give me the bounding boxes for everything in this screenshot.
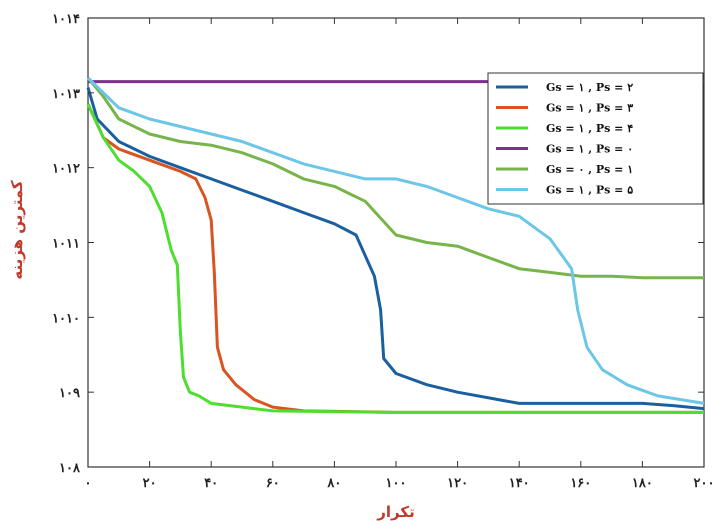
y-tick-label: ۱۰۱۲ <box>52 162 80 177</box>
x-axis-label: تکرار <box>376 503 414 521</box>
legend: Gs = ۱ , Ps = ۲ Gs = ۱ , Ps = ۳ Gs = ۱ , P… <box>487 72 704 205</box>
x-tick-label: ۱۴۰ <box>509 476 530 491</box>
x-tick-label: ۲۰ <box>143 476 157 491</box>
legend-box <box>487 72 704 205</box>
y-tick-label: ۱۰۱۱ <box>52 237 80 252</box>
series-line-5 <box>86 76 704 280</box>
y-tick-label: ۱۰۹ <box>59 386 80 401</box>
legend-label: Gs = ۱ , Ps = ۰ <box>546 143 633 156</box>
legend-label: Gs = ۱ , Ps = ۴ <box>546 122 633 135</box>
series-line-3 <box>86 103 704 414</box>
legend-label: Gs = ۱ , Ps = ۳ <box>546 102 633 115</box>
y-tick-label: ۱۰۱۰ <box>52 311 80 326</box>
x-tick-label: ۰ <box>85 476 92 491</box>
y-tick-label: ۱۰۱۳ <box>52 87 80 102</box>
legend-label: Gs = ۰ , Ps = ۱ <box>546 163 633 176</box>
series-line-6 <box>86 76 705 405</box>
series-line-1 <box>86 87 705 411</box>
x-tick-label: ۴۰ <box>204 476 218 491</box>
y-axis-label: کمترین هزینه <box>8 180 26 279</box>
series-layer <box>86 76 705 414</box>
legend-label: Gs = ۱ , Ps = ۲ <box>546 81 633 94</box>
y-tick-label: ۱۰۱۴ <box>52 12 80 27</box>
x-tick-label: ۱۸۰ <box>632 476 653 491</box>
x-tick-label: ۱۶۰ <box>570 476 591 491</box>
axis-layer: ۰ ۲۰ ۴۰ ۶۰ ۸۰ ۱۰۰ ۱۲۰ ۱۴۰ ۱۶۰ ۱۸۰ ۲۰۰ ۱۰۸ ۱۰۹ ۱۰۱۰ ۱۰۱… <box>52 12 714 491</box>
x-tick-label: ۱۲۰ <box>447 476 468 491</box>
x-tick-label: ۸۰ <box>326 476 341 491</box>
y-tick-label: ۱۰۸ <box>59 461 81 476</box>
x-tick-label: ۶۰ <box>266 476 280 491</box>
legend-label: Gs = ۱ , Ps = ۵ <box>546 184 633 197</box>
x-tick-label: ۱۰۰ <box>386 476 407 491</box>
x-tick-label: ۲۰۰ <box>694 476 715 491</box>
